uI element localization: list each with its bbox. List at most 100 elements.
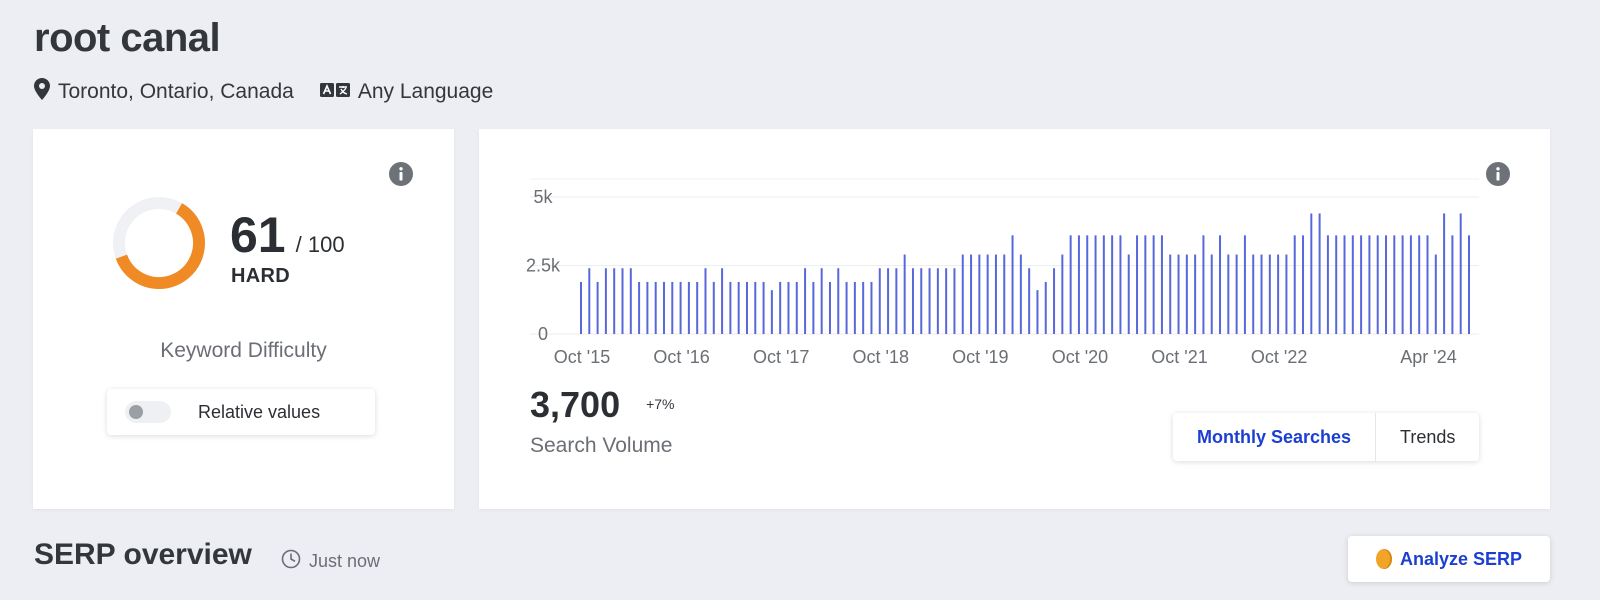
tab-trends[interactable]: Trends: [1400, 426, 1456, 447]
chart-bar: [953, 268, 956, 334]
chart-bar: [1326, 235, 1329, 334]
y-tick-label: 2.5k: [526, 256, 561, 276]
chart-bar: [920, 268, 923, 334]
search-volume-value: 3,700: [530, 384, 621, 425]
chart-bar: [895, 268, 898, 334]
difficulty-gauge: [113, 197, 205, 289]
chart-bar: [1351, 235, 1354, 334]
chart-bar: [1119, 235, 1122, 334]
difficulty-score: 61 / 100: [230, 206, 345, 264]
chart-bar: [1219, 235, 1222, 334]
chart-bar: [1335, 235, 1338, 334]
chart-bar: [1260, 254, 1263, 334]
keyword-title: root canal: [34, 16, 221, 60]
difficulty-value: 61: [230, 207, 286, 263]
chart-bar: [1003, 254, 1006, 334]
chart-bar: [1243, 235, 1246, 334]
chart-bar: [911, 268, 914, 334]
chart-bar: [687, 281, 690, 334]
chart-bar: [729, 281, 732, 334]
chart-bar: [1268, 254, 1271, 334]
chart-bar: [1426, 235, 1429, 334]
chart-bar: [646, 281, 649, 334]
gauge-fill: [113, 197, 205, 289]
chart-bar: [1086, 235, 1089, 334]
x-tick-label: Oct '18: [853, 347, 909, 367]
chart-bar: [1401, 235, 1404, 334]
chart-bar: [671, 281, 674, 334]
chart-bar: [1285, 254, 1288, 334]
chart-bar: [1185, 254, 1188, 334]
chart-bar: [1468, 235, 1470, 334]
relative-values-label: Relative values: [198, 401, 321, 422]
chart-bar: [1077, 235, 1080, 334]
chart-bar: [770, 290, 773, 334]
x-tick-label: Apr '24: [1400, 347, 1456, 367]
clock-icon: [281, 549, 309, 574]
location: Toronto, Ontario, Canada: [34, 78, 294, 106]
chart-bar: [1094, 235, 1097, 334]
y-tick-label: 5k: [533, 187, 553, 207]
chart-bar: [828, 281, 831, 334]
analyze-serp-button[interactable]: Analyze SERP: [1348, 536, 1550, 582]
chart-bar: [704, 268, 707, 334]
search-volume-label: Search Volume: [530, 434, 673, 457]
chart-bar: [712, 281, 715, 334]
x-tick-label: Oct '22: [1251, 347, 1307, 367]
keyword-meta: Toronto, Ontario, Canada Any Language: [34, 78, 519, 106]
chart-bar: [994, 254, 997, 334]
chart-bar: [1368, 235, 1371, 334]
chart-bar: [604, 268, 607, 334]
chart-bar: [596, 281, 599, 334]
location-label: Toronto, Ontario, Canada: [58, 80, 294, 103]
chart-bar: [1310, 213, 1313, 334]
chart-bar: [1443, 213, 1446, 334]
chart-view-tabs: Monthly Searches Trends: [1173, 413, 1480, 461]
relative-values-toggle[interactable]: Relative values: [107, 389, 375, 435]
info-icon[interactable]: [1486, 162, 1510, 186]
chart-bar: [1235, 254, 1238, 334]
x-tick-label: Oct '17: [753, 347, 809, 367]
chart-bar: [936, 268, 939, 334]
chart-bar: [1069, 235, 1072, 334]
chart-bar: [1409, 235, 1412, 334]
chart-bar: [1318, 213, 1321, 334]
chart-bar: [762, 281, 765, 334]
search-volume-chart: 0 2.5k 5k Oct '15 Oct '16 Oct '17 Oct '18 Oct '…: [526, 178, 1479, 367]
chart-bar: [638, 281, 641, 334]
chart-bar: [1360, 235, 1363, 334]
x-tick-label: Oct '19: [952, 347, 1008, 367]
chart-bar: [1061, 254, 1064, 334]
chart-bar: [1152, 235, 1155, 334]
language: Any Language: [319, 80, 494, 104]
info-icon[interactable]: [389, 162, 413, 186]
location-pin-icon: [34, 78, 58, 106]
chart-bar: [1111, 235, 1114, 334]
toggle-switch[interactable]: [125, 401, 171, 423]
chart-bar: [1376, 235, 1379, 334]
chart-bar: [804, 268, 807, 334]
search-volume-change: +7%: [646, 396, 675, 412]
chart-bar: [1418, 235, 1421, 334]
chart-bar: [1036, 290, 1039, 334]
chart-bar: [903, 254, 906, 334]
chart-bar: [845, 281, 848, 334]
chart-bar: [1302, 235, 1305, 334]
chart-bar: [1451, 235, 1454, 334]
chart-bar: [970, 254, 973, 334]
chart-bar: [978, 254, 981, 334]
search-volume-card: 0 2.5k 5k Oct '15 Oct '16 Oct '17 Oct '18 Oct '…: [479, 129, 1550, 509]
chart-bar: [787, 281, 790, 334]
chart-bar: [1343, 235, 1346, 334]
serp-updated: Just now: [281, 549, 380, 574]
chart-bar: [870, 281, 873, 334]
tab-monthly-searches[interactable]: Monthly Searches: [1173, 413, 1377, 461]
chart-bar: [1127, 254, 1130, 334]
chart-bar: [986, 254, 989, 334]
chart-bar: [1194, 254, 1197, 334]
chart-bar: [1393, 235, 1396, 334]
language-label: Any Language: [357, 80, 494, 103]
chart-bar: [621, 268, 624, 334]
chart-bar: [1011, 235, 1014, 334]
chart-bar: [820, 268, 823, 334]
